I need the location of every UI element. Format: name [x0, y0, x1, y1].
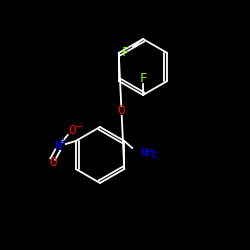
Text: O: O — [49, 156, 56, 170]
Text: 2: 2 — [152, 152, 157, 160]
Text: NH: NH — [140, 148, 154, 158]
Text: O: O — [118, 104, 125, 118]
Text: F: F — [121, 46, 129, 59]
Text: O: O — [68, 124, 76, 138]
Text: −: − — [75, 122, 83, 132]
Text: +: + — [59, 136, 66, 145]
Text: F: F — [139, 72, 147, 86]
Text: N: N — [54, 140, 62, 152]
